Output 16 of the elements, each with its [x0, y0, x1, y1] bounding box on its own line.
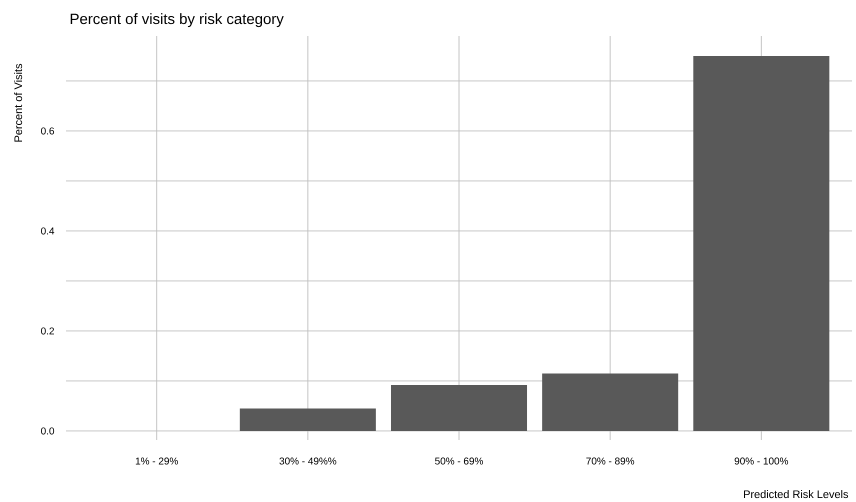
x-tick-label: 90% - 100%	[734, 458, 788, 465]
bar	[693, 56, 830, 431]
y-tick-label: 0.4	[41, 227, 54, 235]
y-tick-label: 0.6	[41, 127, 54, 135]
bar	[542, 373, 678, 431]
y-axis-title: Percent of Visits	[14, 64, 22, 142]
bar	[240, 408, 376, 431]
x-tick-label: 50% - 69%	[435, 458, 484, 465]
bar	[390, 384, 528, 431]
x-tick-label: 30% - 49%%	[279, 458, 336, 465]
y-tick-label: 0.0	[41, 427, 54, 435]
x-tick-label: 1% - 29%	[136, 458, 178, 465]
x-tick-label: 70% - 89%	[586, 458, 634, 465]
x-axis-title: Predicted Risk Levels	[744, 490, 848, 498]
chart-title: Percent of visits by risk category	[70, 13, 284, 28]
y-tick-label: 0.2	[41, 327, 54, 335]
